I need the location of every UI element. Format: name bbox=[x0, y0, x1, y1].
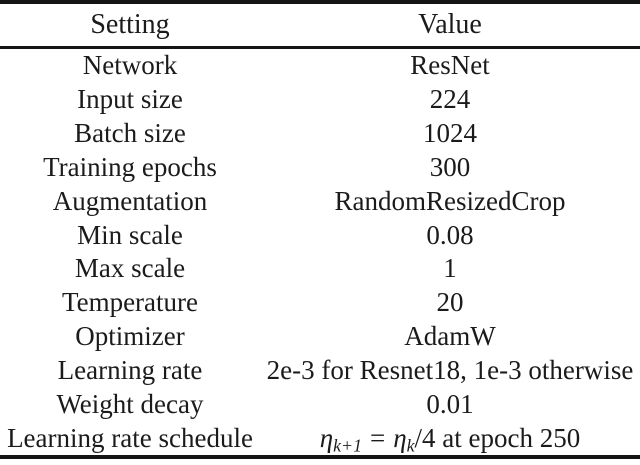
table-row-max-scale: Max scale 1 bbox=[0, 252, 640, 286]
value-cell: 1 bbox=[443, 253, 457, 284]
setting-cell: Min scale bbox=[77, 219, 183, 250]
value-cell: 300 bbox=[429, 151, 471, 182]
column-header-setting: Setting bbox=[90, 9, 170, 40]
math-tail-text: /4 at epoch 250 bbox=[414, 422, 581, 453]
value-cell-math: ηk+1 = ηk/4 at epoch 250 bbox=[260, 422, 640, 455]
table-row-lr-schedule: Learning rate schedule ηk+1 = ηk/4 at epoc… bbox=[0, 421, 640, 455]
table-row-input-size: Input size 224 bbox=[0, 83, 640, 117]
table-row-batch-size: Batch size 1024 bbox=[0, 117, 640, 151]
table-row-learning-rate: Learning rate 2e-3 for Resnet18, 1e-3 ot… bbox=[0, 353, 640, 387]
table-top-rule bbox=[0, 0, 640, 4]
setting-cell: Temperature bbox=[61, 287, 199, 318]
table-row-training-epochs: Training epochs 300 bbox=[0, 150, 640, 184]
value-cell: 2e-3 for Resnet18, 1e-3 otherwise bbox=[266, 354, 634, 385]
setting-cell: Network bbox=[82, 50, 178, 81]
bottom-whitespace bbox=[0, 459, 640, 465]
setting-cell: Training epochs bbox=[43, 151, 217, 182]
setting-cell: Augmentation bbox=[52, 185, 208, 216]
value-cell: 1024 bbox=[423, 118, 477, 149]
subscript-k-plus-1: k+1 bbox=[333, 434, 362, 455]
value-cell: RandomResizedCrop bbox=[334, 185, 566, 216]
equals-sign: = bbox=[369, 422, 386, 453]
table-row-optimizer: Optimizer AdamW bbox=[0, 320, 640, 354]
table-bottom-rule bbox=[0, 455, 640, 459]
eta-symbol: η bbox=[319, 422, 334, 453]
setting-cell: Optimizer bbox=[75, 321, 185, 352]
setting-cell: Input size bbox=[77, 84, 183, 115]
table-row-augmentation: Augmentation RandomResizedCrop bbox=[0, 184, 640, 218]
value-cell: 20 bbox=[436, 287, 464, 318]
table-header-rule bbox=[0, 46, 640, 49]
table-header-row: Setting Value bbox=[0, 4, 640, 46]
setting-cell: Learning rate bbox=[57, 354, 203, 385]
table-row-temperature: Temperature 20 bbox=[0, 286, 640, 320]
value-cell: 0.01 bbox=[426, 388, 474, 419]
value-cell: ResNet bbox=[410, 50, 490, 81]
setting-cell: Weight decay bbox=[56, 388, 204, 419]
value-cell: AdamW bbox=[404, 321, 496, 352]
table-body: Network ResNet Input size 224 Batch size… bbox=[0, 49, 640, 455]
setting-cell: Learning rate schedule bbox=[7, 422, 253, 453]
setting-cell: Batch size bbox=[74, 118, 186, 149]
eta-symbol: η bbox=[393, 422, 407, 453]
setting-cell: Max scale bbox=[74, 253, 186, 284]
table-row-min-scale: Min scale 0.08 bbox=[0, 218, 640, 252]
column-header-value: Value bbox=[418, 9, 482, 40]
table-row-weight-decay: Weight decay 0.01 bbox=[0, 387, 640, 421]
value-cell: 0.08 bbox=[426, 219, 474, 250]
subscript-k: k bbox=[406, 434, 415, 455]
value-cell: 224 bbox=[429, 84, 471, 115]
table-row-network: Network ResNet bbox=[0, 49, 640, 83]
